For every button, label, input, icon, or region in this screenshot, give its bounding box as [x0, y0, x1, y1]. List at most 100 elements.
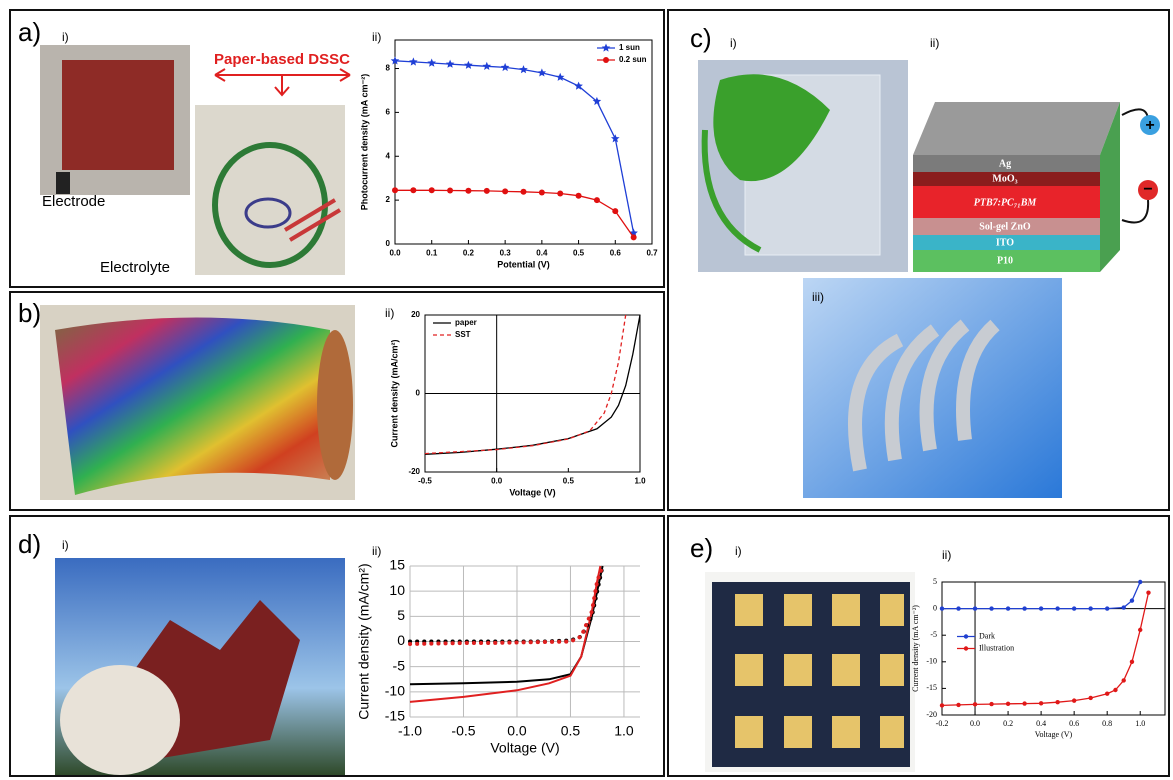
y-tick-label: 0 — [416, 389, 421, 398]
photo-device — [55, 318, 330, 496]
sub-label: i) — [735, 544, 742, 558]
marker — [1039, 606, 1043, 610]
marker — [429, 187, 435, 193]
marker — [973, 702, 977, 706]
x-tick-label: 0.5 — [563, 476, 575, 485]
marker — [1022, 701, 1026, 705]
marker — [576, 193, 582, 199]
y-tick-label: 10 — [389, 582, 405, 598]
marker — [989, 702, 993, 706]
marker — [409, 57, 418, 65]
y-tick-label: 5 — [397, 607, 405, 623]
y-tick-label: -10 — [926, 657, 937, 666]
legend-marker — [964, 634, 968, 638]
x-tick-label: 0.0 — [970, 719, 980, 728]
y-axis-label: Current density (mA/cm²) — [356, 563, 372, 719]
y-tick-label: 6 — [386, 107, 391, 116]
y-tick-label: 2 — [386, 195, 391, 204]
x-tick-label: 0.6 — [1069, 719, 1079, 728]
marker — [427, 59, 436, 67]
photo-clip — [56, 172, 70, 194]
sub-label: ii) — [385, 306, 394, 320]
marker — [464, 61, 473, 69]
legend-label: SST — [455, 330, 471, 339]
y-tick-label: 0 — [386, 239, 391, 248]
marker — [483, 62, 492, 70]
caption: Electrode — [42, 193, 105, 210]
marker — [501, 63, 510, 71]
x-tick-label: -0.5 — [451, 722, 475, 738]
legend-label: Dark — [979, 631, 995, 640]
y-tick-label: 15 — [389, 557, 405, 573]
marker — [989, 606, 993, 610]
sub-label: ii) — [930, 36, 939, 50]
x-tick-label: 0.1 — [426, 248, 438, 257]
figure: a) i) ii) Electrode Electrolyte Paper-ba… — [0, 0, 1173, 780]
y-axis-label: Photocurrent density (mA cm⁻²) — [359, 74, 369, 210]
x-tick-label: 0.0 — [507, 722, 527, 738]
x-tick-label: -0.2 — [936, 719, 949, 728]
marker — [502, 188, 508, 194]
x-tick-label: 0.7 — [646, 248, 658, 257]
arrow — [215, 69, 350, 95]
layer-top — [913, 102, 1120, 155]
marker — [1105, 692, 1109, 696]
layer-label: P10 — [997, 255, 1013, 266]
y-tick-label: -15 — [385, 708, 405, 724]
sub-label: i) — [62, 30, 69, 44]
y-tick-label: 8 — [386, 64, 391, 73]
y-tick-label: -10 — [385, 683, 405, 699]
y-tick-label: -20 — [408, 467, 420, 476]
sub-label: ii) — [372, 544, 381, 558]
marker — [556, 73, 565, 81]
photo-detail — [317, 330, 353, 480]
legend-label: 0.2 sun — [619, 55, 647, 64]
x-tick-label: 0.5 — [573, 248, 585, 257]
panel-label: b) — [18, 298, 41, 328]
marker — [956, 606, 960, 610]
sub-label: ii) — [942, 548, 951, 562]
marker — [1105, 606, 1109, 610]
marker — [521, 189, 527, 195]
legend-marker — [964, 646, 968, 650]
x-tick-label: 1.0 — [634, 476, 646, 485]
marker — [538, 68, 547, 76]
layer-label: ITO — [996, 237, 1014, 248]
marker — [612, 208, 618, 214]
marker — [940, 606, 944, 610]
layer-label: Ag — [999, 158, 1011, 169]
series-line — [410, 566, 603, 642]
series-line — [410, 566, 603, 644]
layer-label: MoO₃ — [992, 173, 1017, 184]
x-tick-label: -1.0 — [398, 722, 422, 738]
marker — [956, 703, 960, 707]
legend-label: 1 sun — [619, 43, 640, 52]
x-tick-label: 0.6 — [610, 248, 622, 257]
marker — [631, 234, 637, 240]
marker — [1055, 606, 1059, 610]
panel-label: d) — [18, 529, 41, 559]
x-tick-label: 1.0 — [1135, 719, 1145, 728]
marker — [465, 188, 471, 194]
marker — [1088, 606, 1092, 610]
legend-label: paper — [455, 318, 477, 327]
panel-label: c) — [690, 23, 712, 53]
marker — [539, 189, 545, 195]
y-axis-label: Current density (mA/cm²) — [389, 339, 399, 447]
x-axis-label: Voltage (V) — [490, 740, 559, 756]
x-tick-label: 0.2 — [1003, 719, 1013, 728]
y-tick-label: -15 — [926, 683, 937, 692]
y-axis-label: Current density (mA cm⁻²) — [911, 605, 920, 692]
legend-label: Illustration — [979, 643, 1014, 652]
y-tick-label: 0 — [397, 632, 405, 648]
legend-marker — [602, 44, 611, 52]
y-tick-label: -20 — [926, 710, 937, 719]
y-tick-label: 5 — [933, 577, 937, 586]
marker — [410, 187, 416, 193]
series-line — [942, 582, 1140, 609]
marker — [1039, 701, 1043, 705]
layer-label: PTB7:PC₇₁BM — [974, 197, 1038, 208]
marker — [484, 188, 490, 194]
legend-marker — [603, 57, 609, 63]
terminal-label: + — [1145, 117, 1154, 134]
